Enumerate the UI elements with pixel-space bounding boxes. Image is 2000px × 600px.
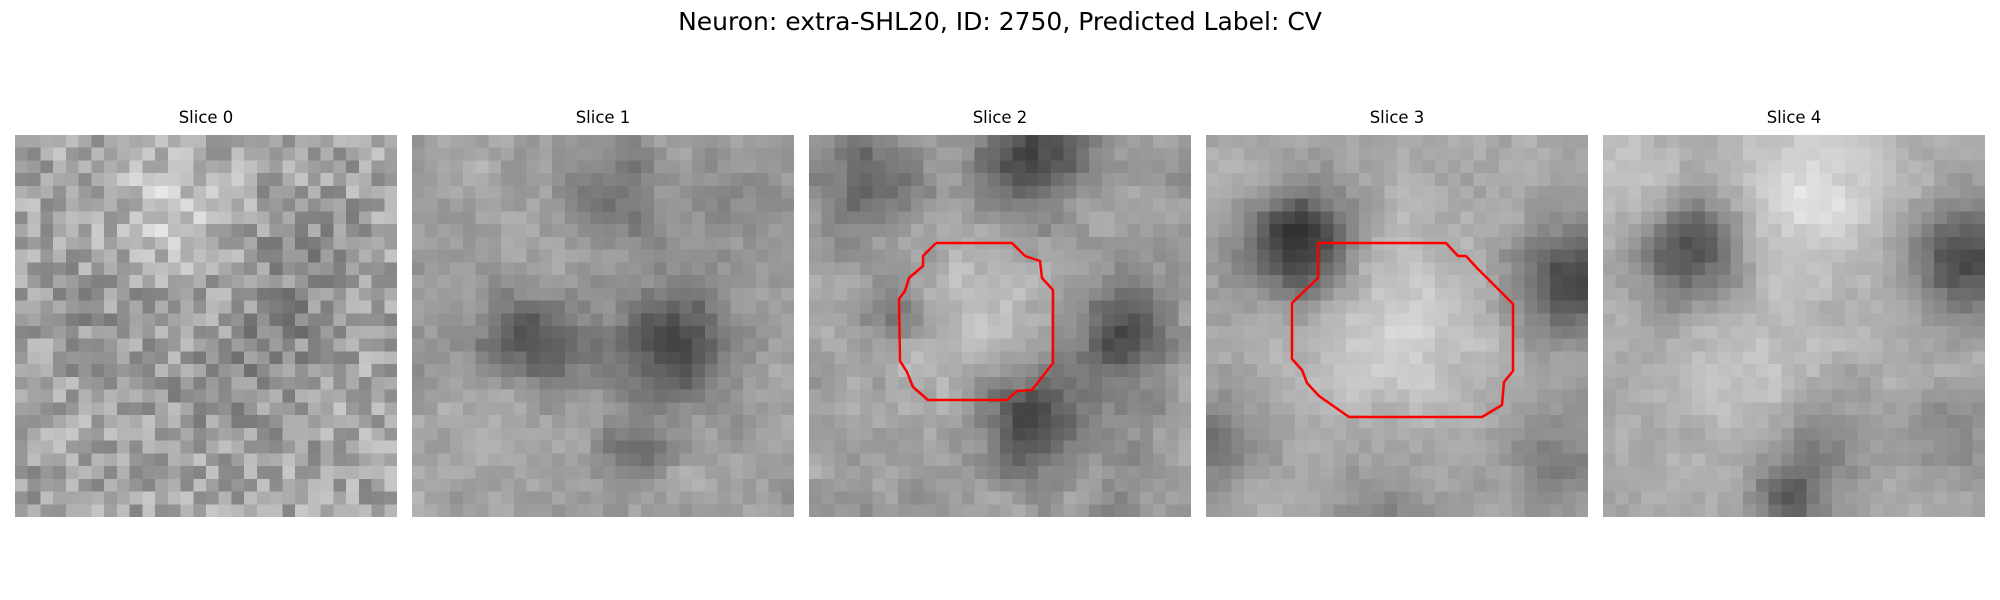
slice-title: Slice 4 xyxy=(1766,108,1822,127)
cell-contour xyxy=(897,241,1055,402)
contour-overlay xyxy=(1290,241,1515,419)
slice-heatmap xyxy=(15,135,397,517)
figure-title: Neuron: extra-SHL20, ID: 2750, Predicted… xyxy=(678,7,1322,36)
slice-heatmap xyxy=(1603,135,1985,517)
slice-heatmap xyxy=(809,135,1191,517)
slice-heatmap xyxy=(1206,135,1588,517)
cell-contour xyxy=(1290,241,1515,419)
slice-title: Slice 0 xyxy=(178,108,234,127)
contour-overlay xyxy=(897,241,1055,402)
slice-image xyxy=(1206,135,1588,517)
slice-image xyxy=(412,135,794,517)
slice-image xyxy=(1603,135,1985,517)
slice-title: Slice 2 xyxy=(972,108,1028,127)
slice-image xyxy=(15,135,397,517)
slice-panel-4: Slice 4 xyxy=(1603,108,1985,520)
slice-panel-2: Slice 2 xyxy=(809,108,1191,520)
slice-title: Slice 1 xyxy=(575,108,631,127)
slice-panel-1: Slice 1 xyxy=(412,108,794,520)
slice-title: Slice 3 xyxy=(1369,108,1425,127)
slice-heatmap xyxy=(412,135,794,517)
slice-panel-0: Slice 0 xyxy=(15,108,397,520)
slice-panel-3: Slice 3 xyxy=(1206,108,1588,520)
slice-image xyxy=(809,135,1191,517)
